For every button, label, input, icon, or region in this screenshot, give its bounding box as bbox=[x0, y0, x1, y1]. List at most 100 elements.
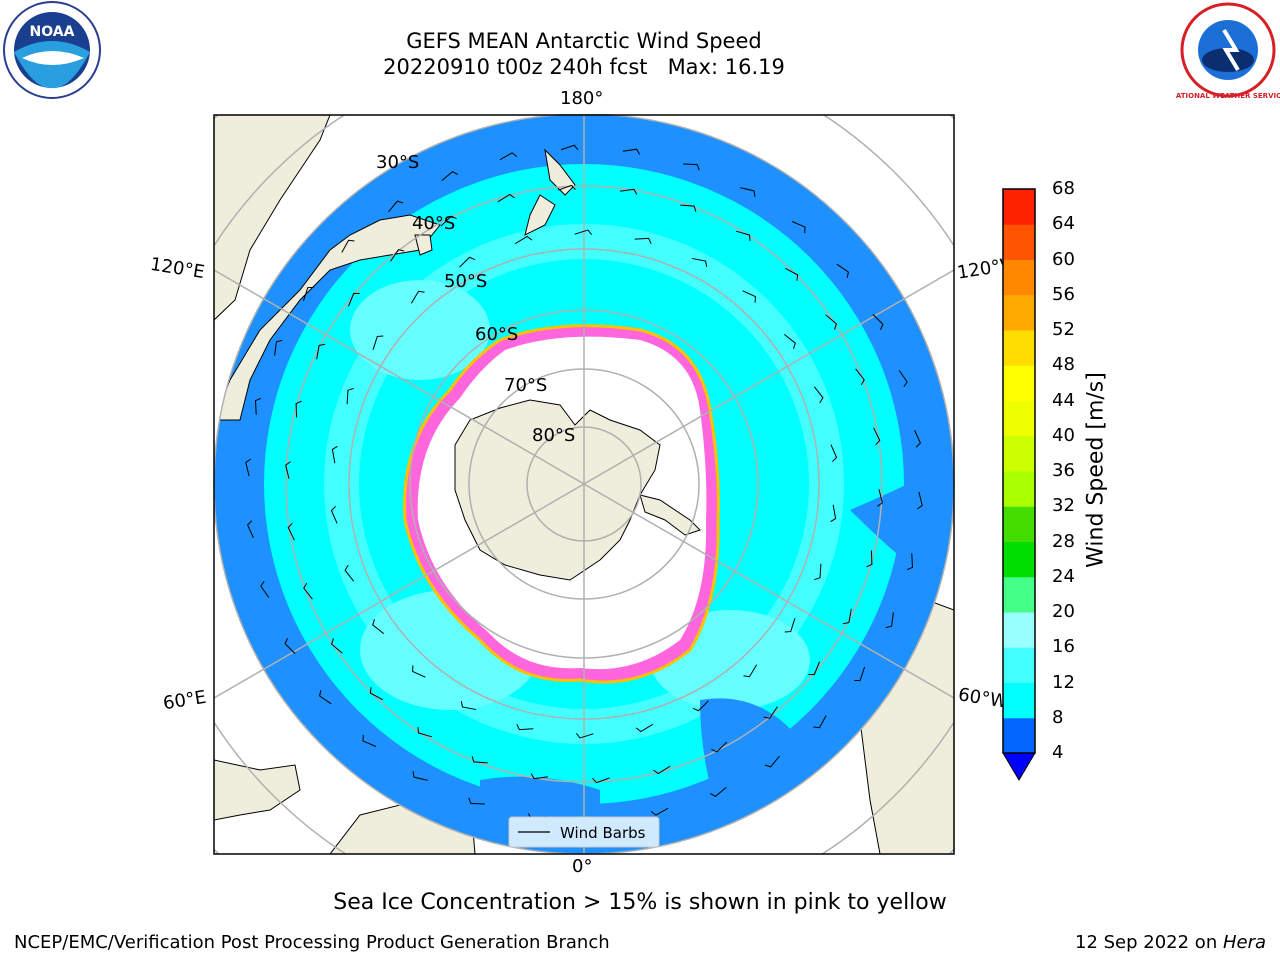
wind-barb bbox=[254, 397, 262, 415]
colorbar-segment bbox=[1003, 189, 1035, 225]
wind-barb bbox=[412, 665, 426, 678]
wind-barb bbox=[830, 504, 837, 523]
wind-barb bbox=[872, 314, 884, 330]
colorbar-segment bbox=[1003, 576, 1035, 613]
colorbar-tick: 24 bbox=[1052, 565, 1075, 587]
wind-barb bbox=[683, 163, 700, 171]
wind-barb bbox=[331, 445, 338, 464]
wind-barb bbox=[330, 506, 338, 524]
wind-barb bbox=[692, 700, 709, 712]
wind-barb bbox=[274, 339, 283, 356]
wind-barb bbox=[260, 580, 270, 598]
lat-label-60: 60°S bbox=[475, 324, 518, 345]
wind-barb bbox=[499, 152, 518, 161]
colorbar-tick: 36 bbox=[1052, 460, 1075, 481]
land-madagascar-region bbox=[214, 759, 301, 821]
wind-barb bbox=[346, 387, 354, 405]
wind-barb bbox=[468, 797, 485, 805]
wind-barb bbox=[634, 237, 652, 245]
wind-barb bbox=[516, 723, 534, 731]
wind-barb bbox=[783, 333, 796, 349]
wind-barb bbox=[914, 430, 922, 448]
wind-barb bbox=[873, 427, 881, 446]
wind-barb bbox=[825, 314, 838, 330]
footer-host: Hera bbox=[1222, 932, 1266, 953]
lon-label-120e: 120°E bbox=[148, 253, 207, 284]
colorbar-segment bbox=[1003, 612, 1035, 648]
wind-barb bbox=[742, 290, 756, 303]
wind-barb bbox=[295, 400, 302, 418]
colorbar-segment bbox=[1003, 717, 1035, 754]
wind-barb bbox=[784, 618, 796, 633]
wind-barb bbox=[877, 489, 883, 507]
colorbar-tick: 48 bbox=[1052, 354, 1075, 376]
wind-barb bbox=[653, 765, 671, 775]
wind-barb bbox=[245, 458, 251, 477]
wind-barb bbox=[372, 619, 385, 635]
wind-barb bbox=[622, 148, 641, 155]
lat-label-50: 50°S bbox=[444, 271, 487, 292]
wind-barb bbox=[471, 756, 488, 764]
nws-logo: NATIONAL WEATHER SERVICE bbox=[1176, 2, 1280, 100]
wind-barb bbox=[680, 204, 697, 212]
nws-logo-text: NATIONAL WEATHER SERVICE bbox=[1176, 92, 1280, 100]
lat-label-30: 30°S bbox=[376, 152, 419, 173]
lon-label-180: 180° bbox=[560, 88, 604, 109]
colorbar-segment bbox=[1003, 259, 1035, 296]
wind-barb bbox=[412, 771, 428, 781]
wind-barb bbox=[303, 582, 313, 600]
noaa-logo: NOAA bbox=[3, 1, 101, 99]
wind-barb bbox=[813, 715, 827, 729]
wind-barb bbox=[440, 215, 457, 227]
wind-barb bbox=[791, 221, 806, 234]
wind-barb bbox=[497, 193, 515, 203]
caption: Sea Ice Concentration > 15% is shown in … bbox=[333, 890, 947, 915]
wind-barb bbox=[709, 786, 727, 797]
colorbar-segment bbox=[1003, 435, 1035, 472]
wind-barb bbox=[917, 491, 923, 510]
wind-barb bbox=[808, 661, 820, 676]
lon-label-0: 0° bbox=[572, 856, 593, 877]
wind-barb bbox=[855, 368, 865, 386]
colorbar-tick: 64 bbox=[1052, 213, 1075, 235]
colorbar-tick: 8 bbox=[1052, 706, 1064, 728]
wind-barb bbox=[284, 638, 296, 654]
lat-label-40: 40°S bbox=[412, 213, 455, 234]
colorbar-segment bbox=[1003, 541, 1035, 578]
wind-barb bbox=[814, 563, 822, 581]
colorbar-segment bbox=[1003, 506, 1035, 542]
wind-barb bbox=[592, 777, 610, 784]
footer-left: NCEP/EMC/Verification Post Processing Pr… bbox=[14, 932, 610, 953]
latitude-labels: 30°S 40°S 50°S 60°S 70°S 80°S bbox=[376, 152, 575, 446]
wind-barb bbox=[711, 741, 728, 753]
colorbar-tick: 40 bbox=[1052, 424, 1075, 446]
colorbar-segment bbox=[1003, 365, 1035, 401]
wind-barb bbox=[560, 144, 579, 151]
wind-barb bbox=[763, 706, 778, 719]
noaa-logo-text: NOAA bbox=[30, 24, 75, 40]
wind-barb bbox=[650, 807, 669, 816]
wind-barb bbox=[735, 230, 751, 242]
lat-label-70: 70°S bbox=[504, 375, 547, 396]
wind-barb bbox=[417, 726, 433, 738]
wind-barb bbox=[514, 235, 533, 245]
footer-date: 12 Sep 2022 on bbox=[1075, 932, 1223, 953]
polar-map: 30°S 40°S 50°S 60°S 70°S 80°S Wind Barbs bbox=[213, 114, 955, 855]
wind-barb bbox=[764, 755, 780, 768]
colorbar-tick: 56 bbox=[1052, 283, 1075, 305]
legend: Wind Barbs bbox=[508, 816, 660, 848]
colorbar-tick: 44 bbox=[1052, 389, 1075, 411]
colorbar-tick: 60 bbox=[1052, 248, 1075, 270]
wind-barb bbox=[785, 267, 799, 281]
colorbar-tick: 28 bbox=[1052, 530, 1075, 552]
legend-label: Wind Barbs bbox=[560, 824, 646, 842]
wind-barb bbox=[854, 666, 866, 682]
wind-barb bbox=[388, 200, 404, 213]
wind-barb bbox=[319, 689, 332, 705]
colorbar-segment bbox=[1003, 294, 1035, 331]
colorbar-extend bbox=[1002, 752, 1036, 781]
colorbar-segment bbox=[1003, 400, 1035, 437]
lon-label-60e: 60°E bbox=[161, 686, 208, 715]
colorbar bbox=[1002, 188, 1036, 781]
colorbar-segment bbox=[1003, 647, 1035, 683]
